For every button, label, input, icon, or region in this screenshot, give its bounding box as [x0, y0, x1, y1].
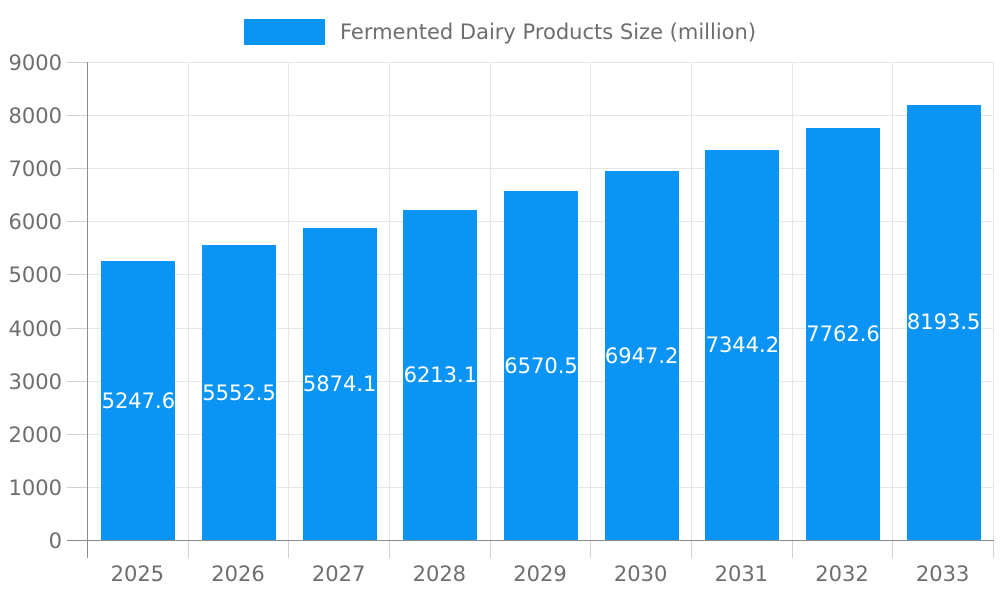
legend-label: Fermented Dairy Products Size (million)	[339, 20, 757, 44]
y-axis-tick-label: 2000	[8, 422, 62, 447]
x-gridline	[791, 62, 793, 540]
x-axis-tick	[993, 541, 994, 558]
x-axis-tick-label: 2026	[211, 562, 265, 586]
y-axis-tick-label: 4000	[8, 316, 62, 341]
bar-value-label: 5874.1	[302, 372, 377, 397]
y-axis-tick-label: 5000	[8, 263, 62, 288]
bar-value-label: 5247.6	[101, 388, 176, 413]
y-axis-tick	[67, 433, 87, 435]
x-axis-tick	[791, 541, 793, 558]
x-axis-tick	[489, 541, 491, 558]
x-gridline	[288, 62, 290, 540]
x-axis-tick-label: 2030	[613, 562, 668, 586]
y-axis-tick	[67, 62, 87, 63]
x-axis-tick-label: 2032	[815, 562, 869, 586]
bar-2025[interactable]: 5247.6	[101, 261, 176, 540]
plot-area: 5247.6 5552.5 5874.1 6213.1 6570.5 6947.2 7344…	[87, 62, 994, 541]
bar-2029[interactable]: 6570.5	[504, 191, 578, 540]
x-axis-tick	[892, 541, 894, 558]
bar-2031[interactable]: 7344.2	[705, 149, 780, 540]
x-gridline	[187, 62, 189, 540]
y-axis-tick	[67, 274, 87, 276]
y-axis-tick	[67, 486, 87, 488]
bar-value-label: 6570.5	[504, 353, 578, 378]
bar-value-label: 6213.1	[403, 363, 478, 387]
x-axis-tick	[288, 541, 290, 558]
bar-2032[interactable]: 7762.6	[806, 127, 880, 540]
bar-value-label: 5552.5	[202, 380, 276, 405]
y-axis-tick-label: 6000	[8, 210, 62, 235]
y-axis-tick	[67, 380, 87, 382]
x-axis-tick	[691, 541, 692, 558]
x-axis-tick	[590, 541, 592, 558]
x-axis-tick	[87, 541, 88, 558]
y-gridline	[88, 62, 994, 63]
x-gridline	[489, 62, 491, 540]
y-gridline	[88, 115, 994, 117]
chart-legend: Fermented Dairy Products Size (million)	[0, 19, 1000, 45]
bar-value-label: 7762.6	[806, 321, 880, 346]
x-gridline	[389, 62, 390, 540]
bar-2030[interactable]: 6947.2	[604, 171, 679, 540]
bar-value-label: 6947.2	[604, 343, 679, 368]
x-gridline	[590, 62, 592, 540]
x-gridline	[993, 62, 994, 540]
x-gridline	[892, 62, 894, 540]
x-axis-tick	[389, 541, 390, 558]
x-axis-tick-label: 2033	[915, 562, 970, 586]
y-axis-tick	[67, 168, 87, 170]
y-gridline	[88, 168, 994, 170]
x-axis-tick-label: 2029	[513, 562, 567, 586]
y-axis-tick-label: 3000	[8, 369, 62, 394]
bar-2026[interactable]: 5552.5	[202, 245, 276, 540]
bar-value-label: 8193.5	[906, 310, 981, 335]
y-axis-tick	[67, 540, 87, 541]
bar-value-label: 7344.2	[705, 332, 780, 357]
bar-2027[interactable]: 5874.1	[302, 228, 377, 540]
legend-swatch-icon	[243, 19, 325, 45]
y-axis-tick	[67, 327, 87, 329]
y-axis-tick-label: 8000	[8, 104, 62, 129]
y-axis-tick	[67, 115, 87, 117]
y-axis-tick	[67, 221, 87, 223]
x-axis-tick-label: 2031	[714, 562, 769, 586]
x-axis-tick-label: 2027	[311, 562, 366, 586]
y-axis-tick-label: 7000	[8, 157, 62, 182]
x-axis-tick-label: 2028	[412, 562, 467, 586]
legend-item[interactable]: Fermented Dairy Products Size (million)	[243, 19, 757, 45]
x-gridline	[691, 62, 692, 540]
y-axis-tick-label: 0	[48, 529, 62, 553]
y-axis-tick-label: 1000	[8, 475, 62, 500]
x-axis-tick-label: 2025	[110, 562, 165, 586]
bar-2028[interactable]: 6213.1	[403, 210, 478, 540]
bar-2033[interactable]: 8193.5	[906, 104, 981, 540]
y-axis-tick-label: 9000	[8, 51, 62, 75]
x-axis-tick	[187, 541, 189, 558]
